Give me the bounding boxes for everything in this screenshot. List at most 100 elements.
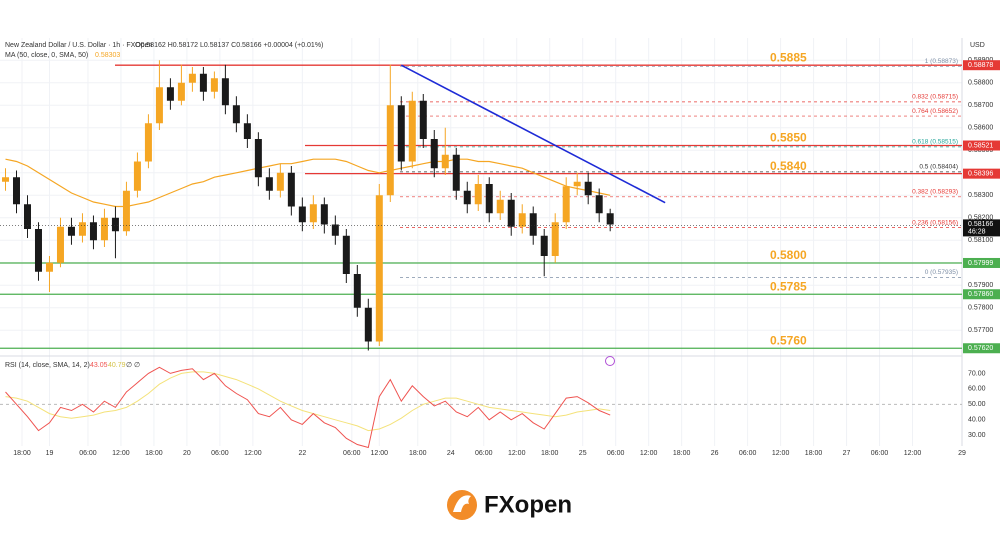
level-price-label: 0.57860: [968, 291, 993, 298]
x-tick-label: 18:00: [805, 450, 823, 457]
candle-body: [331, 224, 339, 236]
fib-label: 0 (0.57935): [925, 269, 958, 276]
y-tick-label: 0.57700: [968, 327, 993, 334]
ma-line: [5, 158, 611, 208]
level-label: 0.5760: [770, 333, 807, 347]
candle-body: [232, 105, 240, 124]
candle-body: [584, 181, 592, 196]
candle-body: [100, 217, 108, 241]
rsi-line: [5, 366, 611, 449]
y-tick-label: 0.58200: [968, 215, 993, 222]
candle-body: [408, 100, 416, 162]
x-tick-label: 19: [46, 450, 54, 457]
x-tick-label: 06:00: [475, 450, 493, 457]
ohlc-readout: O0.58162 H0.58172 L0.58137 C0.58166 +0.0…: [135, 42, 323, 49]
candle-body: [551, 222, 559, 256]
x-tick-label: 24: [447, 450, 455, 457]
x-tick-label: 12:00: [112, 450, 130, 457]
x-tick-label: 18:00: [145, 450, 163, 457]
candle-body: [430, 139, 438, 169]
candle-body: [386, 105, 394, 196]
currency: USD: [970, 42, 985, 49]
candle-body: [243, 123, 251, 139]
rsi-tick-label: 30.00: [968, 432, 986, 439]
level-price-label: 0.57999: [968, 260, 993, 267]
fib-label: 0.764 (0.58652): [912, 108, 958, 115]
level-label: 0.5800: [770, 248, 807, 262]
candle-body: [485, 184, 493, 214]
fib-label: 1 (0.58873): [925, 58, 958, 65]
candle-body: [166, 87, 174, 101]
candle-body: [78, 222, 86, 236]
x-tick-label: 22: [298, 450, 306, 457]
x-tick-label: 06:00: [607, 450, 625, 457]
symbol-title: New Zealand Dollar / U.S. Dollar · 1h · …: [5, 42, 153, 49]
candle-body: [452, 154, 460, 191]
rsi-tick-label: 70.00: [968, 370, 986, 377]
level-price-box: [963, 257, 1000, 268]
candle-body: [177, 82, 185, 101]
candle-body: [507, 199, 515, 227]
candle-body: [419, 100, 427, 139]
x-tick-label: 18:00: [541, 450, 559, 457]
current-price-box: [963, 219, 1000, 237]
candle-body: [254, 139, 262, 178]
candle-body: [441, 154, 449, 169]
fib-label: 0.236 (0.58156): [912, 219, 958, 226]
x-tick-label: 06:00: [871, 450, 889, 457]
x-tick-label: 20: [183, 450, 191, 457]
event-icon[interactable]: [605, 356, 615, 366]
x-tick-label: 12:00: [772, 450, 790, 457]
candle-body: [210, 78, 218, 92]
candle-body: [474, 184, 482, 205]
x-tick-label: 12:00: [244, 450, 262, 457]
level-price-label: 0.58878: [968, 62, 993, 69]
fib-label: 0.832 (0.58715): [912, 94, 958, 101]
candle-body: [265, 177, 273, 191]
rsi-tick-label: 50.00: [968, 401, 986, 408]
candle-body: [144, 123, 152, 162]
candle-body: [573, 181, 581, 187]
candle-body: [595, 195, 603, 214]
x-tick-label: 06:00: [739, 450, 757, 457]
fib-label: 0.382 (0.58293): [912, 189, 958, 196]
rsi-tick-label: 60.00: [968, 386, 986, 393]
candle-body: [56, 226, 64, 263]
rsi-title: RSI (14, close, SMA, 14, 2): [5, 362, 90, 369]
candle-body: [397, 105, 405, 162]
candle-body: [320, 204, 328, 225]
ma-readout: 0.58303: [95, 52, 120, 59]
candle-body: [463, 190, 471, 205]
candle-body: [562, 186, 570, 223]
candle-body: [111, 217, 119, 232]
y-tick-label: 0.58600: [968, 125, 993, 132]
trend-line: [400, 64, 666, 204]
level-price-box: [963, 343, 1000, 354]
candle-body: [529, 213, 537, 236]
candle-body: [45, 262, 53, 272]
candle-body: [1, 177, 9, 182]
current-price-label: 0.58166: [968, 221, 993, 228]
candle-body: [287, 172, 295, 207]
x-tick-label: 12:00: [371, 450, 389, 457]
x-tick-label: 18:00: [673, 450, 691, 457]
y-tick-label: 0.58100: [968, 237, 993, 244]
x-tick-label: 06:00: [79, 450, 97, 457]
candle-body: [34, 229, 42, 272]
level-label: 0.5840: [770, 159, 807, 173]
candle-body: [298, 206, 306, 223]
x-tick-label: 29: [958, 450, 966, 457]
level-price-box: [963, 289, 1000, 300]
brand-text: FXopen: [484, 491, 572, 518]
rsi-sma-readout: 40.79: [108, 362, 126, 369]
level-price-label: 0.58396: [968, 170, 993, 177]
candle-body: [353, 274, 361, 308]
level-label: 0.5785: [770, 279, 807, 293]
x-tick-label: 25: [579, 450, 587, 457]
candle-body: [221, 78, 229, 106]
candle-body: [89, 222, 97, 241]
level-price-box: [963, 168, 1000, 179]
candle-body: [540, 235, 548, 256]
